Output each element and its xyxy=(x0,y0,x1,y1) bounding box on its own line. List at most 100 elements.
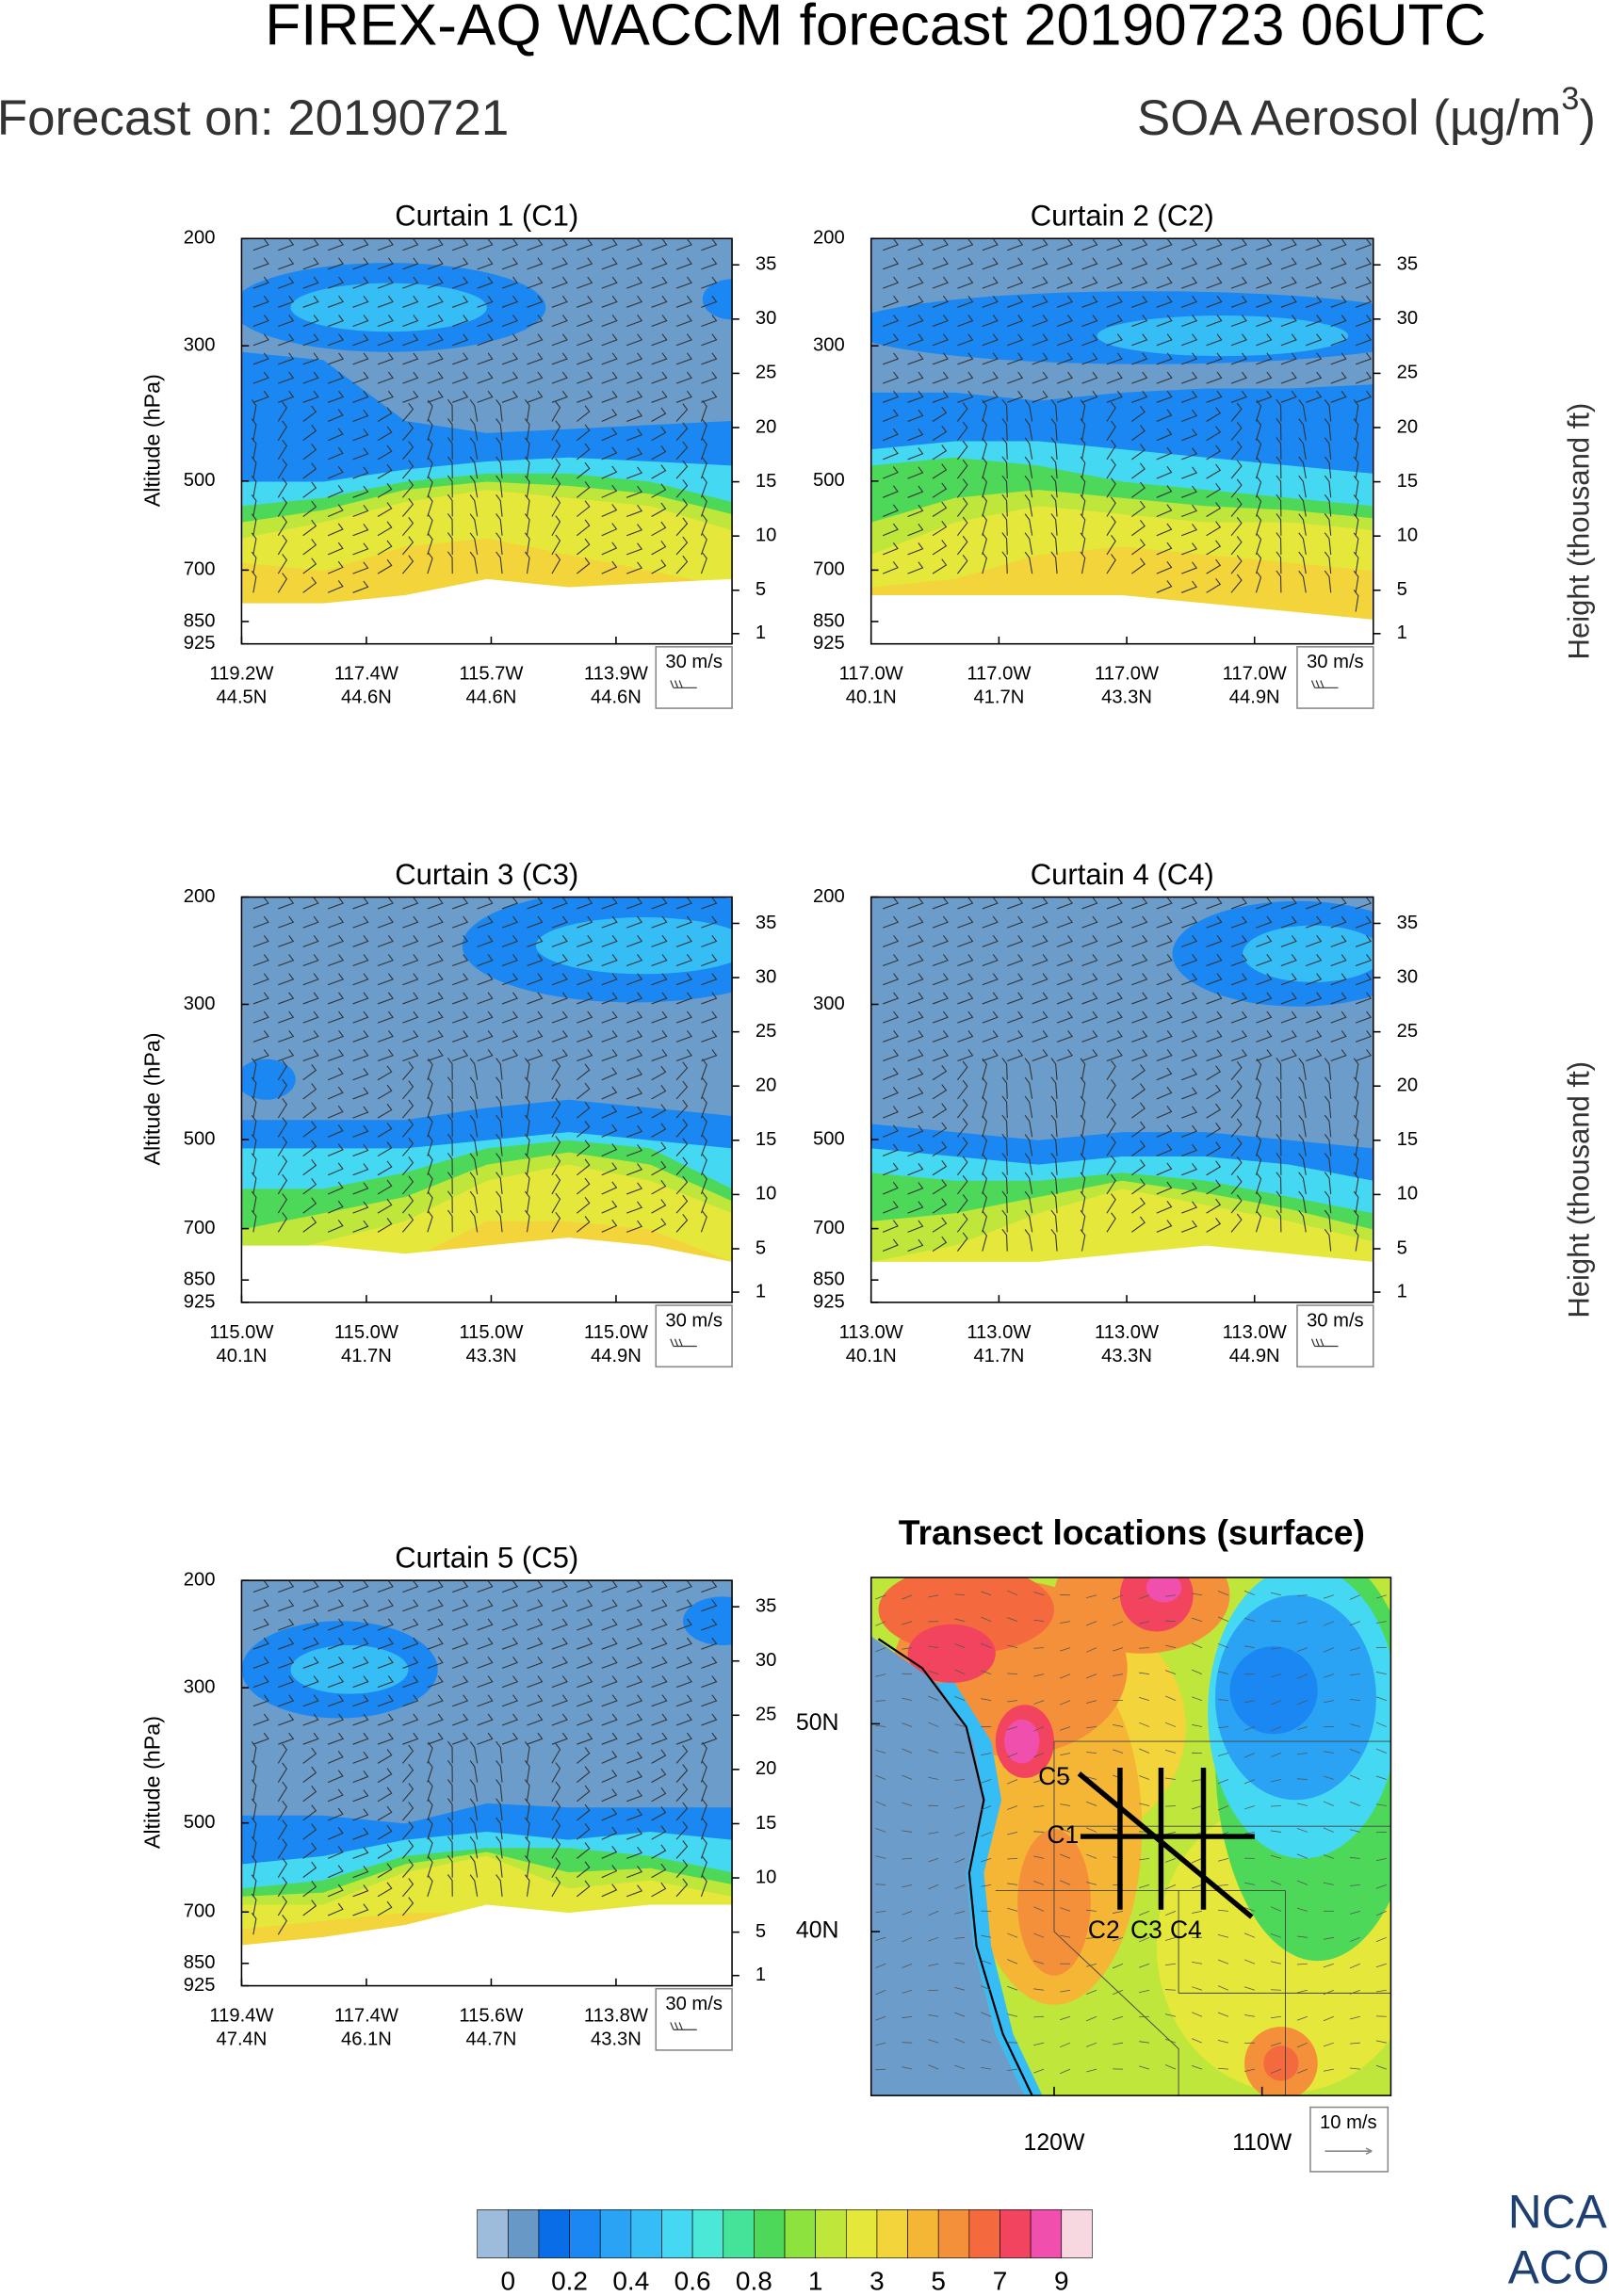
wind-barb xyxy=(956,402,968,422)
wind-barb xyxy=(882,1124,899,1138)
wind-barb xyxy=(1131,539,1146,556)
wind-barb xyxy=(278,897,295,910)
height-tick-label: 30 xyxy=(1397,308,1418,329)
wind-barb xyxy=(251,1836,257,1859)
wind-barb xyxy=(675,897,692,910)
wind-barb xyxy=(651,1825,667,1840)
wind-barb xyxy=(907,295,924,308)
wind-barb xyxy=(626,1124,643,1138)
map-wind-arrow xyxy=(981,1805,992,1811)
wind-barb xyxy=(601,1826,618,1840)
wind-barb xyxy=(1001,1172,1008,1194)
wind-barb xyxy=(675,1675,692,1689)
map-wind-arrow xyxy=(1270,2068,1282,2074)
wind-barb xyxy=(252,390,269,403)
wind-barb xyxy=(1324,1190,1332,1214)
wind-barb xyxy=(601,1599,618,1612)
wind-barb xyxy=(576,1140,591,1156)
wind-barb xyxy=(1255,1077,1262,1100)
wind-barb xyxy=(252,934,269,947)
wind-barb xyxy=(1255,1210,1262,1233)
map-wind-arrow xyxy=(928,1749,939,1754)
wind-barb xyxy=(477,992,494,1005)
wind-barb xyxy=(501,371,519,384)
wind-barb xyxy=(252,1657,269,1669)
wind-barb xyxy=(982,399,987,422)
map-wind-arrow xyxy=(981,1884,992,1887)
wind-barb xyxy=(496,1855,503,1878)
height-tick-label: 20 xyxy=(1397,1075,1418,1096)
wind-barb xyxy=(1353,494,1359,517)
map-wind-arrow xyxy=(1086,1726,1097,1728)
map-wind-arrow xyxy=(928,2039,939,2044)
wind-barb xyxy=(452,295,469,308)
wind-barb xyxy=(527,1599,544,1612)
wind-barb xyxy=(452,1694,469,1707)
wind-barb xyxy=(932,520,948,537)
wind-barb xyxy=(352,1675,369,1689)
wind-barb xyxy=(302,1083,317,1100)
map-wind-arrow xyxy=(1139,1884,1150,1888)
wind-barb xyxy=(1206,1179,1222,1195)
map-wind-arrow xyxy=(1349,1699,1360,1701)
wind-barb xyxy=(551,534,561,556)
wind-barb xyxy=(252,897,269,910)
wind-barb xyxy=(469,418,479,441)
wind-barb xyxy=(576,1842,591,1859)
wind-barb xyxy=(252,1694,269,1707)
pressure-tick-label: 300 xyxy=(813,335,845,356)
wind-barb xyxy=(352,1124,369,1138)
wind-barb xyxy=(1106,1136,1116,1156)
wind-barb xyxy=(402,934,419,947)
wind-barb xyxy=(1256,352,1273,365)
wind-barb xyxy=(1056,934,1074,947)
wind-barb xyxy=(601,954,618,967)
wind-barb xyxy=(252,1580,269,1593)
height-tick-label: 25 xyxy=(1397,363,1418,383)
wind-barb xyxy=(251,1779,257,1802)
wind-barb xyxy=(402,257,419,270)
wind-barb xyxy=(551,1857,561,1878)
wind-barb xyxy=(1081,390,1098,403)
wind-barb xyxy=(651,1160,667,1176)
wind-barb xyxy=(452,371,469,384)
map-wind-arrow xyxy=(981,1985,992,1991)
wind-barb xyxy=(524,1779,530,1802)
wind-barb xyxy=(907,973,924,986)
wind-barb xyxy=(1255,1058,1262,1080)
wind-barb xyxy=(551,238,568,251)
wind-barb xyxy=(1206,390,1223,403)
wind-barb xyxy=(577,915,593,929)
wind-barb xyxy=(1280,915,1297,929)
wind-barb xyxy=(377,897,394,910)
wind-barb xyxy=(1324,1209,1332,1233)
wind-barb xyxy=(501,1599,519,1612)
wind-barb xyxy=(675,1732,692,1745)
wind-barb xyxy=(252,1599,269,1612)
wind-barb xyxy=(1080,437,1086,461)
wind-barb xyxy=(327,1637,345,1650)
wind-barb xyxy=(477,1694,494,1707)
wind-barb xyxy=(447,456,453,479)
wind-barb xyxy=(1106,371,1123,384)
field xyxy=(241,1580,733,1986)
x-tick-lat: 43.3N xyxy=(1101,687,1152,708)
wind-barb xyxy=(427,1799,433,1821)
wind-barb xyxy=(1256,295,1273,308)
wind-barb xyxy=(551,458,561,479)
wind-barb xyxy=(1276,437,1282,460)
wind-barb xyxy=(447,532,453,555)
height-tick-label: 10 xyxy=(1397,525,1418,546)
map-wind-arrow xyxy=(1323,1989,1334,1996)
map-wind-arrow xyxy=(1086,1594,1097,1598)
wind-barb xyxy=(1032,315,1048,328)
wind-barb xyxy=(352,1182,369,1195)
wind-barb xyxy=(675,460,689,479)
wind-barb xyxy=(1206,426,1222,442)
map-wind-arrow xyxy=(902,1697,913,1701)
wind-barb xyxy=(651,352,668,365)
wind-barb xyxy=(882,466,899,479)
wind-barb xyxy=(1255,1115,1262,1138)
wind-barb xyxy=(601,1788,618,1803)
wind-barb xyxy=(327,1713,345,1726)
